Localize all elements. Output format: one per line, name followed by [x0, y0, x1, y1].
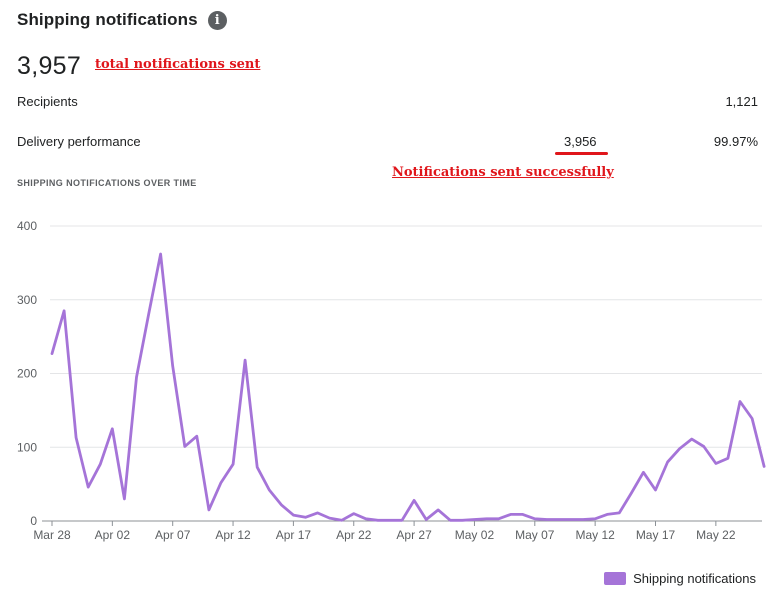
delivery-annotation: Notifications sent successfully — [392, 165, 614, 180]
chart-series — [50, 252, 766, 522]
x-tick-label: Apr 22 — [336, 528, 372, 542]
y-tick-label: 300 — [17, 293, 37, 307]
total-annotation: total notifications sent — [95, 57, 261, 72]
x-tick-label: May 22 — [696, 528, 736, 542]
chart-legend[interactable]: Shipping notifications — [604, 571, 756, 586]
legend-swatch — [604, 572, 627, 585]
x-tick-label: May 17 — [636, 528, 676, 542]
x-tick-label: Apr 12 — [215, 528, 251, 542]
info-icon[interactable]: i — [207, 10, 227, 30]
x-tick-label: Apr 27 — [396, 528, 432, 542]
y-tick-label: 200 — [17, 367, 37, 381]
line-chart: 0 100 200 300 400 Mar 28 Apr 02 Apr 07 Apr 12 Ap… — [17, 219, 766, 542]
y-tick-label: 400 — [17, 219, 37, 233]
total-value: 3,957 — [17, 52, 82, 80]
x-tick-label: May 12 — [575, 528, 615, 542]
x-tick-label: May 02 — [455, 528, 495, 542]
card-title: Shipping notifications — [17, 10, 198, 29]
chart-section-title: SHIPPING NOTIFICATIONS OVER TIME — [17, 178, 197, 188]
x-tick-label: Apr 07 — [155, 528, 191, 542]
delivery-count: 3,956 — [564, 134, 597, 149]
delivery-label: Delivery performance — [17, 134, 141, 149]
x-axis: Mar 28 Apr 02 Apr 07 Apr 12 Apr 17 Apr 22 Apr … — [33, 520, 762, 542]
x-tick-label: Apr 17 — [276, 528, 312, 542]
card-header: Shipping notifications i — [17, 10, 227, 30]
x-tick-label: May 07 — [515, 528, 555, 542]
y-tick-label: 100 — [17, 440, 37, 454]
x-tick-label: Mar 28 — [33, 528, 71, 542]
x-tick-label: Apr 02 — [95, 528, 131, 542]
y-tick-label: 0 — [30, 514, 37, 528]
series-line-shipping-notifications[interactable] — [50, 252, 766, 522]
annotation-underline — [555, 152, 608, 155]
legend-label: Shipping notifications — [633, 571, 756, 586]
chart-grid — [50, 225, 762, 448]
recipients-value: 1,121 — [725, 94, 758, 109]
delivery-percent: 99.97% — [713, 134, 758, 149]
recipients-label: Recipients — [17, 94, 78, 109]
y-axis: 0 100 200 300 400 — [17, 219, 37, 528]
